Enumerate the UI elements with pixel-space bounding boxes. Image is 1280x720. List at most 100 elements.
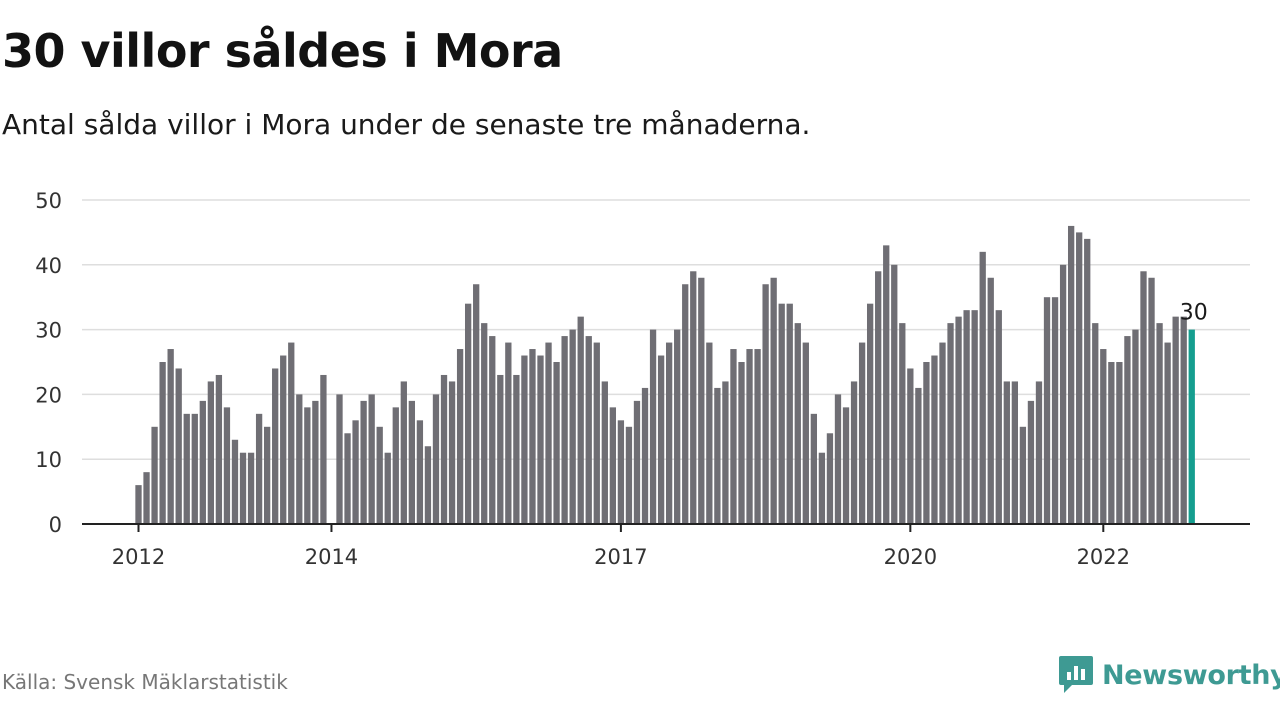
x-tick-label: 2012: [112, 545, 165, 569]
chart-title: 30 villor såldes i Mora: [2, 24, 563, 78]
bar: [408, 400, 416, 524]
bar: [223, 407, 231, 524]
bar: [263, 426, 271, 524]
brand-logo: Newsworthy: [1058, 654, 1280, 696]
bar: [649, 329, 657, 524]
y-tick-label: 10: [35, 448, 62, 472]
bar: [722, 381, 729, 524]
bar: [1108, 362, 1115, 524]
bar: [304, 407, 311, 524]
bar: [1035, 381, 1043, 524]
x-axis-ticks: 2012 2014 2017 2020 2022: [112, 524, 1130, 569]
bar: [995, 310, 1002, 524]
bar: [625, 426, 633, 524]
y-tick-label: 20: [35, 383, 62, 407]
x-tick-label: 2014: [305, 545, 358, 569]
bar: [601, 381, 608, 524]
bar: [963, 310, 970, 524]
bar: [842, 407, 850, 524]
bar: [738, 362, 745, 524]
bar: [352, 420, 359, 524]
bar: [513, 374, 520, 524]
bar: [818, 452, 826, 524]
bar: [955, 316, 962, 524]
last-value-label: 30: [1180, 301, 1208, 326]
bar: [778, 303, 785, 524]
bar: [1043, 297, 1051, 524]
bar: [505, 342, 512, 524]
bar: [858, 342, 866, 524]
x-tick-label: 2017: [594, 545, 647, 569]
bar: [561, 336, 568, 524]
bar: [802, 342, 809, 524]
bar: [915, 387, 922, 524]
bar: [199, 400, 206, 524]
bar-chart: 0 10 20 30 40 50 2012 2014 2017 2020 2022 30: [35, 189, 1250, 569]
bar: [1084, 238, 1091, 524]
bar: [416, 420, 424, 524]
bar: [1076, 232, 1083, 524]
bar: [135, 485, 142, 524]
x-tick-label: 2020: [884, 545, 937, 569]
bar: [826, 433, 834, 524]
bar: [834, 394, 842, 524]
bar: [537, 355, 544, 524]
bar: [392, 407, 399, 524]
bar: [207, 381, 215, 524]
bar: [159, 362, 166, 524]
bar: [947, 323, 954, 524]
bar: [473, 284, 480, 524]
bar: [1132, 329, 1139, 524]
bar: [344, 433, 351, 524]
y-tick-label: 30: [35, 319, 62, 343]
bar: [633, 400, 641, 524]
bar: [175, 368, 182, 524]
bar: [899, 323, 906, 524]
bar-highlight: [1188, 329, 1195, 524]
y-tick-label: 50: [35, 189, 62, 213]
x-tick-label: 2022: [1077, 545, 1130, 569]
bar: [368, 394, 375, 524]
bar: [730, 349, 737, 524]
bar: [360, 400, 367, 524]
bar: [907, 368, 914, 524]
bar: [432, 394, 440, 524]
bar: [1156, 323, 1163, 524]
bar: [376, 426, 383, 524]
bar: [979, 251, 986, 524]
bar: [1140, 271, 1147, 524]
bar: [891, 264, 898, 524]
bar: [191, 413, 198, 524]
bar: [762, 284, 769, 524]
bar: [1051, 297, 1059, 524]
bar: [143, 472, 150, 524]
bar: [810, 413, 818, 524]
bar: [167, 349, 174, 524]
bar: [1019, 426, 1027, 524]
bar: [456, 349, 464, 524]
bars: [135, 225, 1195, 525]
bar: [1180, 316, 1187, 524]
bar: [931, 355, 938, 524]
bar: [1027, 400, 1035, 524]
bar: [215, 374, 223, 524]
chart-subtitle: Antal sålda villor i Mora under de senas…: [2, 108, 811, 141]
bar: [272, 368, 279, 524]
bar: [151, 426, 158, 524]
bar: [183, 413, 190, 524]
bar: [553, 362, 560, 524]
bar: [400, 381, 407, 524]
bar: [440, 374, 448, 524]
bar: [746, 349, 753, 524]
bar: [1100, 349, 1107, 524]
bar: [489, 336, 496, 524]
bar: [288, 342, 295, 524]
bar: [280, 355, 287, 524]
bar: [850, 381, 858, 524]
bar: [706, 342, 713, 524]
bar: [320, 374, 327, 524]
bar: [665, 342, 673, 524]
bar: [1124, 336, 1131, 524]
bar: [714, 387, 721, 524]
bar: [521, 355, 528, 524]
